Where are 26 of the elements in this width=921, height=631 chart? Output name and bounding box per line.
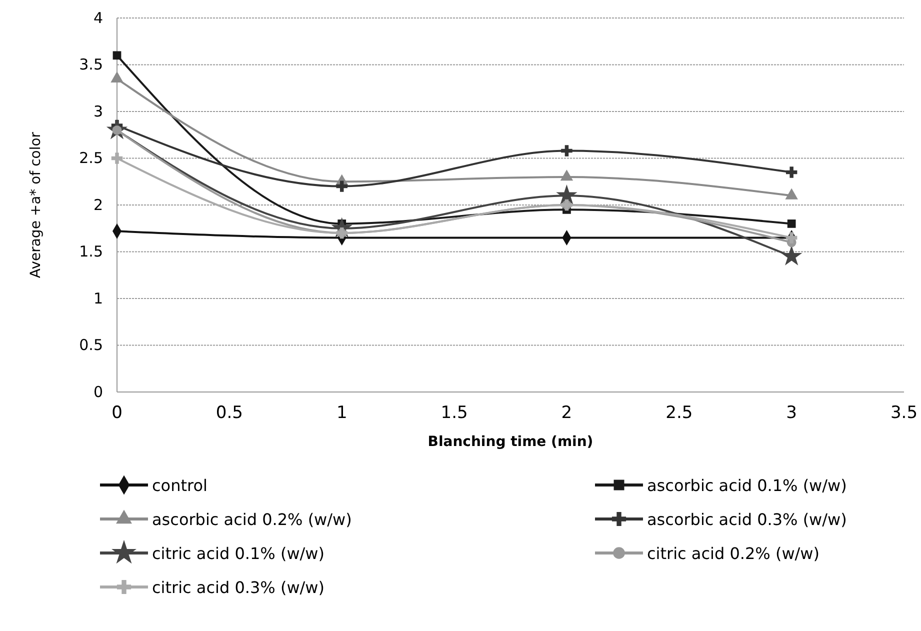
legend-label: citric acid 0.1% (w/w) (152, 544, 324, 563)
legend-label: citric acid 0.2% (w/w) (647, 544, 820, 563)
x-tick-label: 3.5 (890, 403, 918, 424)
legend-label: ascorbic acid 0.2% (w/w) (152, 510, 352, 529)
x-tick-label: 2 (561, 403, 572, 424)
x-tick-label: 0 (112, 403, 122, 424)
y-tick-label: 4 (93, 8, 103, 27)
y-tick-label: 3 (93, 102, 103, 120)
y-tick-label: 2.5 (79, 149, 103, 168)
y-tick-label: 3.5 (79, 56, 103, 74)
y-tick-label: 1.5 (79, 242, 103, 261)
y-tick-label: 1 (93, 289, 103, 308)
legend-label: control (152, 476, 208, 495)
legend-label: ascorbic acid 0.1% (w/w) (647, 476, 847, 495)
legend-label: ascorbic acid 0.3% (w/w) (647, 510, 847, 529)
y-tick-label: 0 (93, 382, 103, 401)
y-axis-title: Average +a* of color (28, 132, 44, 278)
x-tick-label: 3 (786, 403, 797, 424)
x-tick-label: 1.5 (440, 403, 468, 424)
legend-label: citric acid 0.3% (w/w) (152, 578, 324, 597)
x-tick-label: 1 (336, 403, 348, 424)
x-tick-label: 2.5 (666, 403, 693, 424)
x-axis-title: Blanching time (min) (428, 434, 594, 450)
y-tick-label: 2 (93, 196, 103, 214)
x-tick-label: 0.5 (216, 403, 243, 424)
y-tick-label: 0.5 (79, 336, 103, 354)
